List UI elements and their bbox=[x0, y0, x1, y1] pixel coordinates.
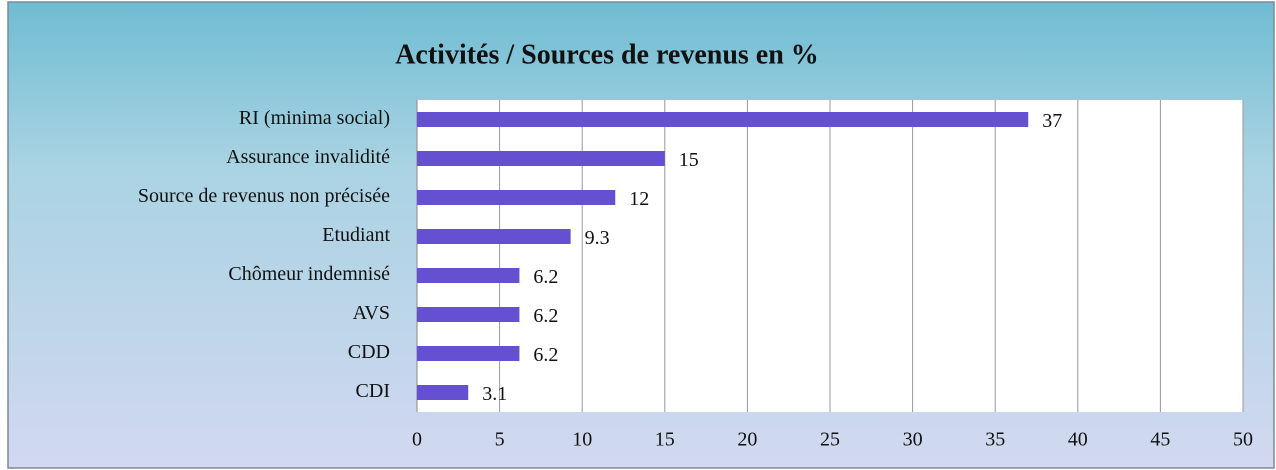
chart-title: Activités / Sources de revenus en % bbox=[395, 39, 819, 70]
bar bbox=[417, 190, 616, 205]
bar bbox=[417, 346, 520, 361]
y-tick-label: Assurance invalidité bbox=[226, 146, 390, 168]
data-label: 9.3 bbox=[585, 227, 610, 249]
x-tick-label: 30 bbox=[903, 429, 923, 451]
x-tick-label: 10 bbox=[572, 429, 592, 451]
data-label: 37 bbox=[1042, 110, 1062, 132]
x-tick-label: 45 bbox=[1150, 429, 1170, 451]
data-label: 3.1 bbox=[482, 383, 507, 405]
x-tick-label: 50 bbox=[1233, 429, 1253, 451]
x-tick-label: 15 bbox=[655, 429, 675, 451]
data-label: 6.2 bbox=[533, 305, 558, 327]
x-tick-label: 0 bbox=[412, 429, 422, 451]
x-tick-label: 5 bbox=[495, 429, 505, 451]
bar bbox=[417, 385, 469, 400]
y-tick-label: CDD bbox=[348, 341, 390, 363]
data-label: 15 bbox=[679, 149, 699, 171]
data-label: 12 bbox=[629, 188, 649, 210]
x-tick-label: 40 bbox=[1068, 429, 1088, 451]
y-tick-label: Source de revenus non précisée bbox=[138, 185, 390, 207]
y-tick-label: RI (minima social) bbox=[239, 107, 390, 129]
x-tick-label: 20 bbox=[737, 429, 757, 451]
x-tick-label: 35 bbox=[985, 429, 1005, 451]
data-label: 6.2 bbox=[533, 344, 558, 366]
bar bbox=[417, 112, 1029, 127]
x-tick-label: 25 bbox=[820, 429, 840, 451]
bar bbox=[417, 307, 520, 322]
y-tick-label: AVS bbox=[353, 302, 390, 324]
bar bbox=[417, 151, 665, 166]
y-tick-label: Chômeur indemnisé bbox=[228, 263, 390, 285]
bar bbox=[417, 268, 520, 283]
y-tick-label: CDI bbox=[356, 380, 390, 402]
data-label: 6.2 bbox=[533, 266, 558, 288]
bar bbox=[417, 229, 571, 244]
y-tick-label: Etudiant bbox=[322, 224, 390, 246]
